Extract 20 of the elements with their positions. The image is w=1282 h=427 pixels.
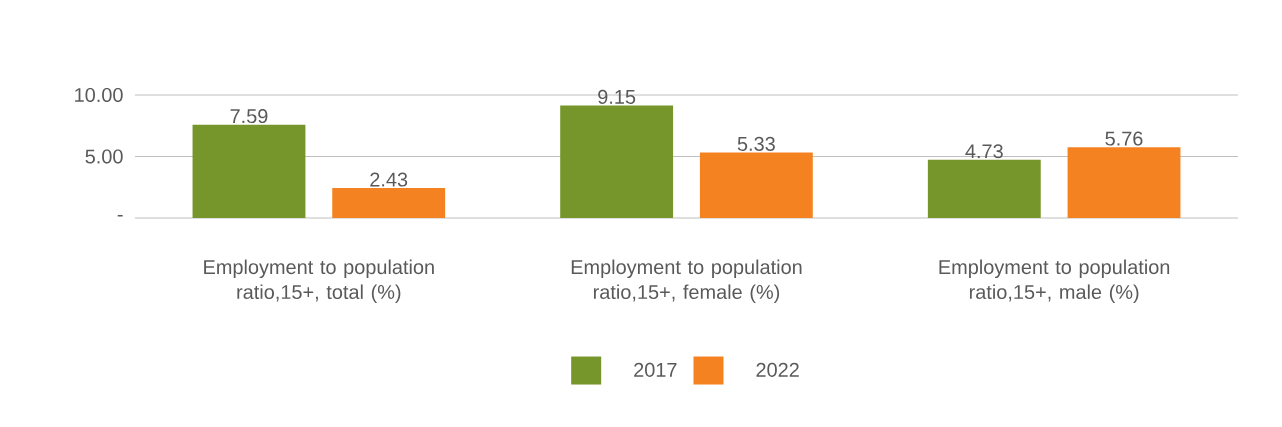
bar xyxy=(332,188,446,218)
data-label: 5.76 xyxy=(1105,131,1143,146)
data-label: 9.15 xyxy=(598,89,636,104)
x-tick-label: Employment to population ratio,15+, female (%) xyxy=(571,259,802,303)
y-tick-label: - xyxy=(117,214,123,217)
bar xyxy=(192,124,306,218)
bar xyxy=(927,159,1041,218)
data-label: 7.59 xyxy=(230,109,268,124)
data-label: 5.33 xyxy=(737,136,775,151)
x-tick-label: Employment to population ratio,15+, male (%) xyxy=(939,259,1170,303)
data-label: 4.73 xyxy=(965,144,1003,159)
bar xyxy=(699,152,813,218)
y-tick-label: 10.00 xyxy=(75,87,123,103)
y-tick-label: 5.00 xyxy=(85,149,123,164)
data-label: 2.43 xyxy=(370,172,408,187)
bar xyxy=(560,105,674,218)
bar xyxy=(1067,147,1181,218)
legend-label: 2017 xyxy=(634,362,677,377)
legend-label: 2022 xyxy=(756,362,799,377)
x-tick-label: Employment to population ratio,15+, total (%) xyxy=(204,259,434,303)
